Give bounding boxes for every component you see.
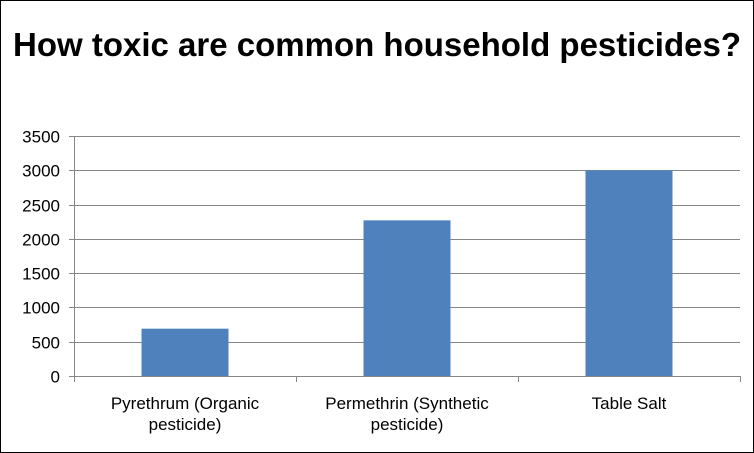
y-tick-label: 500: [32, 334, 60, 353]
y-tick-label: 1500: [22, 265, 60, 284]
y-tick-label: 0: [51, 368, 60, 387]
x-tick-label: Pyrethrum (Organic: [111, 394, 260, 413]
bar-2: [363, 220, 451, 376]
y-tick-label: 2500: [22, 197, 60, 216]
bar-3: [585, 170, 673, 376]
x-tick-label: pesticide): [371, 415, 444, 434]
chart-title: How toxic are common household pesticide…: [13, 26, 741, 63]
y-tick-label: 3500: [22, 128, 60, 147]
x-tick-label: pesticide): [149, 415, 222, 434]
y-tick-label: 3000: [22, 162, 60, 181]
x-tick-label: Table Salt: [592, 394, 667, 413]
y-tick-label: 1000: [22, 299, 60, 318]
x-tick-label: Permethrin (Synthetic: [325, 394, 489, 413]
y-tick-label: 2000: [22, 231, 60, 250]
bar-1: [141, 328, 229, 376]
